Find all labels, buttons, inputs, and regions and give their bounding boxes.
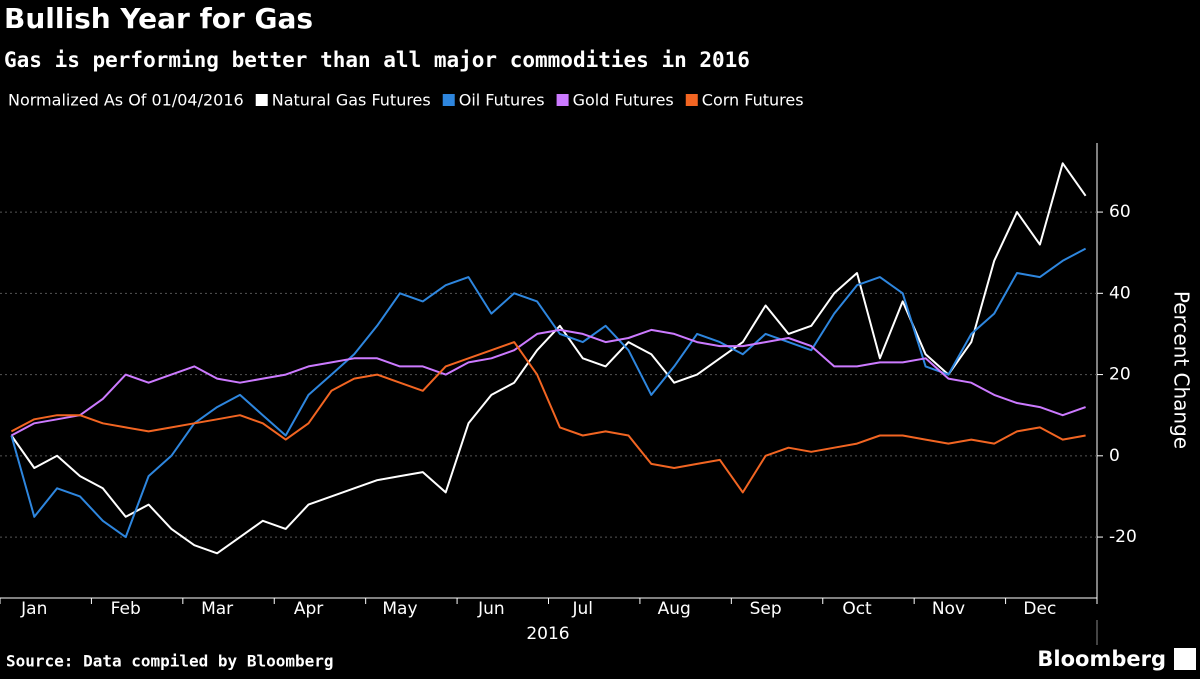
y-tick-label: 0: [1109, 446, 1120, 466]
x-tick-label: Jun: [477, 599, 505, 619]
legend-swatch: [556, 94, 569, 106]
x-tick-label: Jan: [20, 599, 47, 619]
x-tick-label: Feb: [111, 599, 141, 619]
x-axis-label: 2016: [526, 624, 569, 644]
y-tick-label: 60: [1109, 202, 1131, 222]
legend-label: Oil Futures: [459, 91, 545, 110]
plot: [10, 162, 1087, 555]
y-tick-label: 20: [1109, 365, 1131, 385]
x-tick-label: Oct: [842, 599, 872, 619]
brand-icon: [1174, 648, 1196, 670]
legend-label: Corn Futures: [702, 91, 804, 110]
y-tick-label: -20: [1109, 527, 1137, 547]
chart-subtitle: Gas is performing better than all major …: [4, 48, 750, 72]
series-line: [10, 162, 1087, 555]
x-tick-label: Jul: [572, 599, 594, 619]
legend-label: Gold Futures: [573, 91, 674, 110]
brand: Bloomberg: [1037, 647, 1166, 671]
series-line: [10, 341, 1086, 494]
y-tick-label: 40: [1109, 283, 1131, 303]
x-tick-label: Nov: [932, 599, 965, 619]
legend-swatch: [442, 94, 455, 106]
series-line: [10, 328, 1086, 437]
legend-note: Normalized As Of 01/04/2016: [8, 91, 244, 110]
grid: -20 0 20 40 60 Jan Feb Mar Apr May Jun Jul Aug Sep Oct…: [0, 202, 1137, 619]
chart-title: Bullish Year for Gas: [4, 2, 313, 35]
series-line: [10, 247, 1087, 539]
legend-label: Natural Gas Futures: [272, 91, 431, 110]
legend-swatch: [255, 94, 268, 106]
x-tick-label: Sep: [750, 599, 782, 619]
x-tick-label: Aug: [658, 599, 691, 619]
x-tick-label: May: [382, 599, 417, 619]
x-tick-label: Apr: [294, 599, 323, 619]
x-tick-label: Mar: [201, 599, 233, 619]
legend: Natural Gas Futures Oil Futures Gold Futur…: [255, 91, 804, 110]
x-tick-label: Dec: [1023, 599, 1056, 619]
legend-swatch: [685, 94, 698, 106]
y-axis-label: Percent Change: [1170, 291, 1194, 449]
source: Source: Data compiled by Bloomberg: [6, 652, 334, 671]
